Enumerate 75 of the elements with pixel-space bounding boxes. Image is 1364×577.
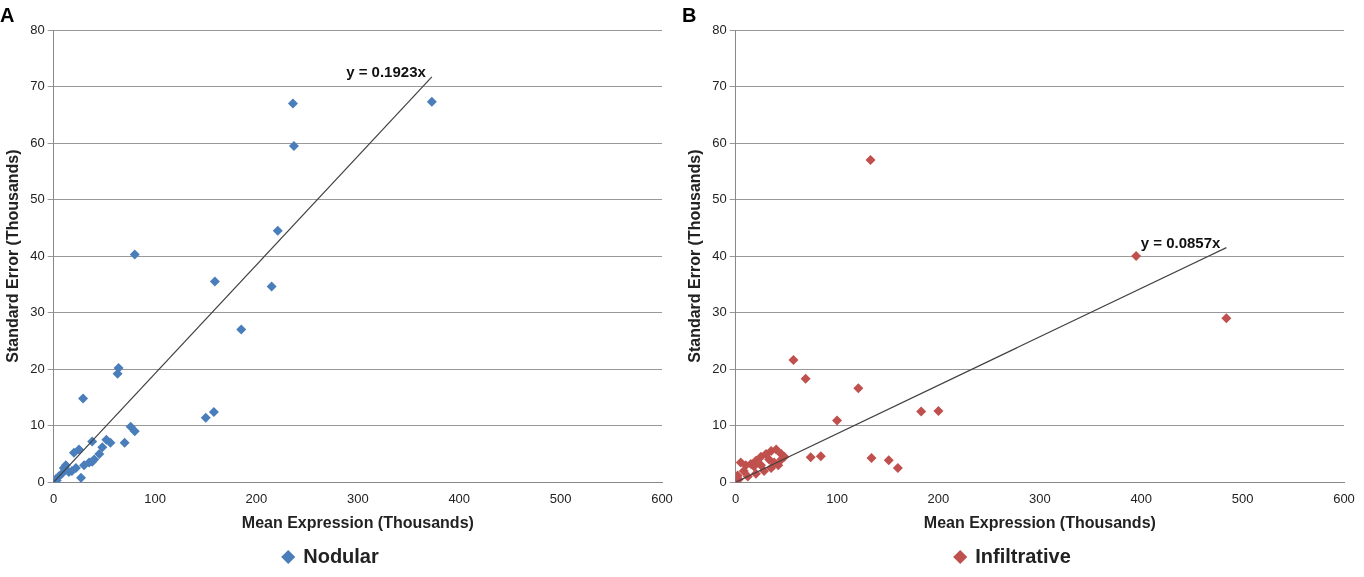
point [266, 281, 277, 292]
y-tick-label: 10 [712, 417, 727, 433]
x-tick-label: 300 [1028, 490, 1051, 506]
point [800, 373, 811, 384]
x-tick-label: 200 [245, 490, 268, 506]
y-tick-label: 80 [712, 21, 727, 37]
point [933, 405, 944, 416]
x-tick-label: 600 [651, 490, 673, 506]
y-axis-title: Standard Error (Thousands) [4, 149, 22, 363]
point [805, 452, 816, 463]
point [209, 276, 220, 287]
x-tick-label: 100 [826, 490, 848, 506]
y-tick-label: 20 [30, 360, 45, 376]
chart-title: A [0, 3, 15, 26]
x-tick-label: 100 [144, 490, 166, 506]
point [892, 463, 903, 474]
legend-label: Infiltrative [975, 544, 1071, 567]
point [756, 460, 767, 471]
point [1221, 313, 1232, 324]
point [1131, 251, 1142, 262]
y-tick-label: 50 [712, 191, 727, 207]
x-tick-label: 0 [50, 490, 58, 506]
y-tick-label: 70 [30, 78, 45, 94]
x-tick-label: 400 [1130, 490, 1153, 506]
y-tick-label: 60 [712, 134, 727, 150]
y-tick-label: 0 [719, 473, 727, 489]
x-axis-title: Mean Expression (Thousands) [923, 513, 1156, 531]
x-tick-label: 300 [346, 490, 369, 506]
point [288, 140, 299, 151]
x-tick-label: 500 [549, 490, 572, 506]
point [287, 98, 298, 109]
y-tick-label: 40 [712, 247, 727, 263]
point [236, 324, 247, 335]
y-tick-label: 60 [30, 134, 45, 150]
point [853, 383, 864, 394]
y-tick-label: 80 [30, 21, 45, 37]
annotation: y = 0.1923x [346, 63, 427, 81]
x-tick-label: 200 [927, 490, 950, 506]
point [200, 412, 211, 423]
point [119, 437, 130, 448]
annotation: y = 0.0857x [1140, 233, 1222, 251]
point [94, 448, 105, 459]
y-tick-label: 20 [712, 360, 727, 376]
point [76, 472, 87, 483]
point [916, 406, 927, 417]
point [272, 225, 283, 236]
y-tick-label: 30 [712, 304, 727, 320]
chart-title: B [682, 3, 697, 26]
point [832, 415, 843, 426]
point [866, 452, 877, 463]
point [129, 426, 140, 437]
point [97, 442, 108, 453]
point [125, 421, 136, 432]
point [815, 451, 826, 462]
y-tick-label: 40 [30, 247, 45, 263]
y-axis-title: Standard Error (Thousands) [686, 149, 704, 363]
x-tick-label: 0 [732, 490, 740, 506]
point [426, 96, 437, 107]
y-tick-label: 50 [30, 191, 45, 207]
point [208, 407, 219, 418]
point [129, 249, 140, 260]
point [883, 455, 894, 466]
point [74, 444, 85, 455]
y-tick-label: 70 [712, 78, 727, 94]
y-tick-label: 0 [37, 473, 45, 489]
point [788, 355, 799, 366]
point [865, 155, 876, 166]
x-axis-title: Mean Expression (Thousands) [241, 513, 474, 531]
legend-label: Nodular [303, 544, 379, 567]
x-tick-label: 600 [1333, 490, 1355, 506]
y-tick-label: 30 [30, 304, 45, 320]
x-tick-label: 500 [1231, 490, 1254, 506]
y-tick-label: 10 [30, 417, 45, 433]
x-tick-label: 400 [448, 490, 471, 506]
point [78, 393, 89, 404]
